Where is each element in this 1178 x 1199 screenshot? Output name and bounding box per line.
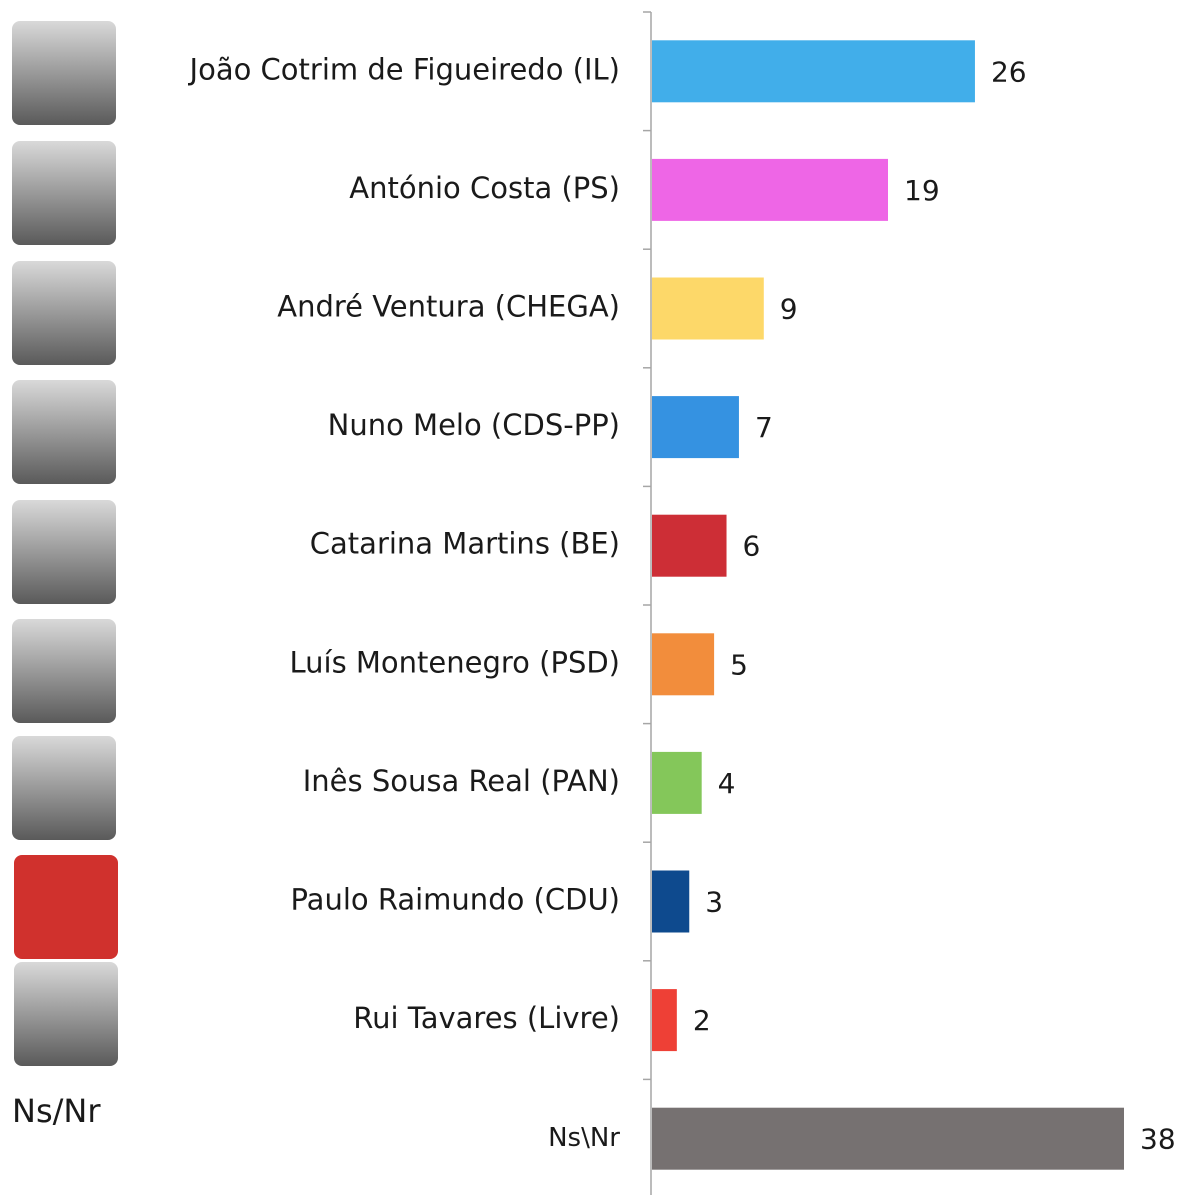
side-label: Ns/Nr [12, 1092, 101, 1130]
category-label: António Costa (PS) [349, 171, 620, 205]
value-label: 5 [730, 648, 748, 681]
category-label: Nuno Melo (CDS-PP) [328, 408, 620, 442]
value-label: 26 [991, 55, 1027, 88]
bar [652, 396, 739, 459]
bar [652, 751, 702, 814]
photo [12, 21, 116, 125]
value-label: 7 [755, 411, 773, 444]
value-label: 9 [780, 293, 798, 326]
category-label: Paulo Raimundo (CDU) [290, 883, 620, 917]
category-label: Inês Sousa Real (PAN) [303, 764, 620, 798]
photo [12, 619, 116, 723]
value-label: 38 [1140, 1123, 1176, 1156]
value-label: 3 [705, 886, 723, 919]
photo [12, 500, 116, 604]
photo [12, 261, 116, 365]
photo [12, 141, 116, 245]
value-label: 4 [718, 767, 736, 800]
category-label: Catarina Martins (BE) [310, 527, 620, 561]
value-label: 6 [743, 530, 761, 563]
photo [12, 380, 116, 484]
photos [12, 21, 118, 1066]
category-label: Luís Montenegro (PSD) [290, 645, 621, 679]
value-label: 19 [904, 174, 940, 207]
photo [14, 962, 118, 1066]
photo [12, 736, 116, 840]
bar [652, 40, 975, 103]
photo [14, 855, 118, 959]
bar [652, 633, 715, 696]
value-label: 2 [693, 1004, 711, 1037]
category-label: André Ventura (CHEGA) [277, 290, 620, 324]
bar [652, 989, 677, 1052]
category-label: Ns\Nr [548, 1123, 620, 1153]
bar [652, 277, 764, 340]
bar [652, 870, 690, 933]
category-label: João Cotrim de Figueiredo (IL) [188, 52, 620, 86]
bar [652, 158, 888, 221]
bar [652, 514, 727, 577]
category-label: Rui Tavares (Livre) [353, 1001, 620, 1035]
bar [652, 1107, 1124, 1170]
